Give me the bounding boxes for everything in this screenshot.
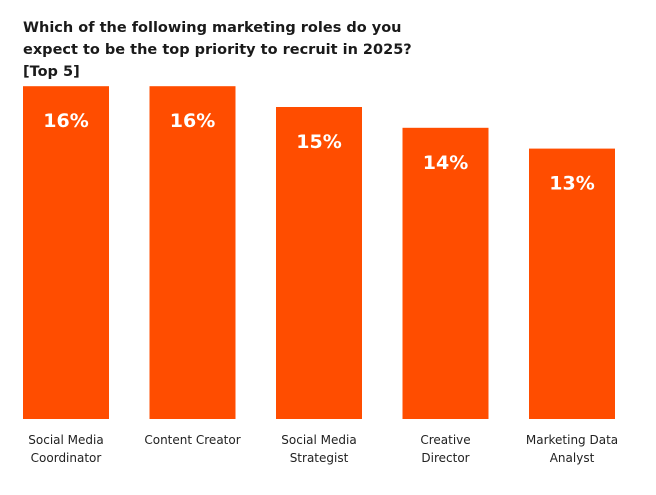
category-label-3-line-1: Social Media [281, 433, 356, 447]
bar-value-label-3: 15% [296, 131, 341, 153]
chart-title: Which of the following marketing roles d… [23, 17, 443, 83]
bar-value-label-4: 14% [423, 152, 468, 174]
chart-title-line-1: Which of the following marketing roles d… [23, 20, 402, 36]
bar-5 [529, 148, 615, 419]
bar-value-label-1: 16% [43, 110, 88, 132]
category-label-1-line-2: Coordinator [31, 451, 102, 465]
bar-value-label-5: 13% [549, 173, 594, 195]
category-label-4-line-2: Director [421, 451, 469, 465]
bar-1 [23, 86, 109, 419]
category-label-4-line-1: Creative [420, 433, 470, 447]
chart-title-line-2: expect to be the top priority to recruit… [23, 42, 412, 80]
bar-3 [276, 107, 362, 419]
category-label-5-line-2: Analyst [550, 451, 595, 465]
bar-4 [402, 127, 489, 420]
bar-value-label-2: 16% [170, 110, 215, 132]
bar-2 [149, 86, 236, 419]
category-label-5-line-1: Marketing Data [526, 433, 618, 447]
category-label-2-line-1: Content Creator [144, 433, 240, 447]
category-label-1-line-1: Social Media [28, 433, 103, 447]
category-label-3-line-2: Strategist [290, 451, 349, 465]
